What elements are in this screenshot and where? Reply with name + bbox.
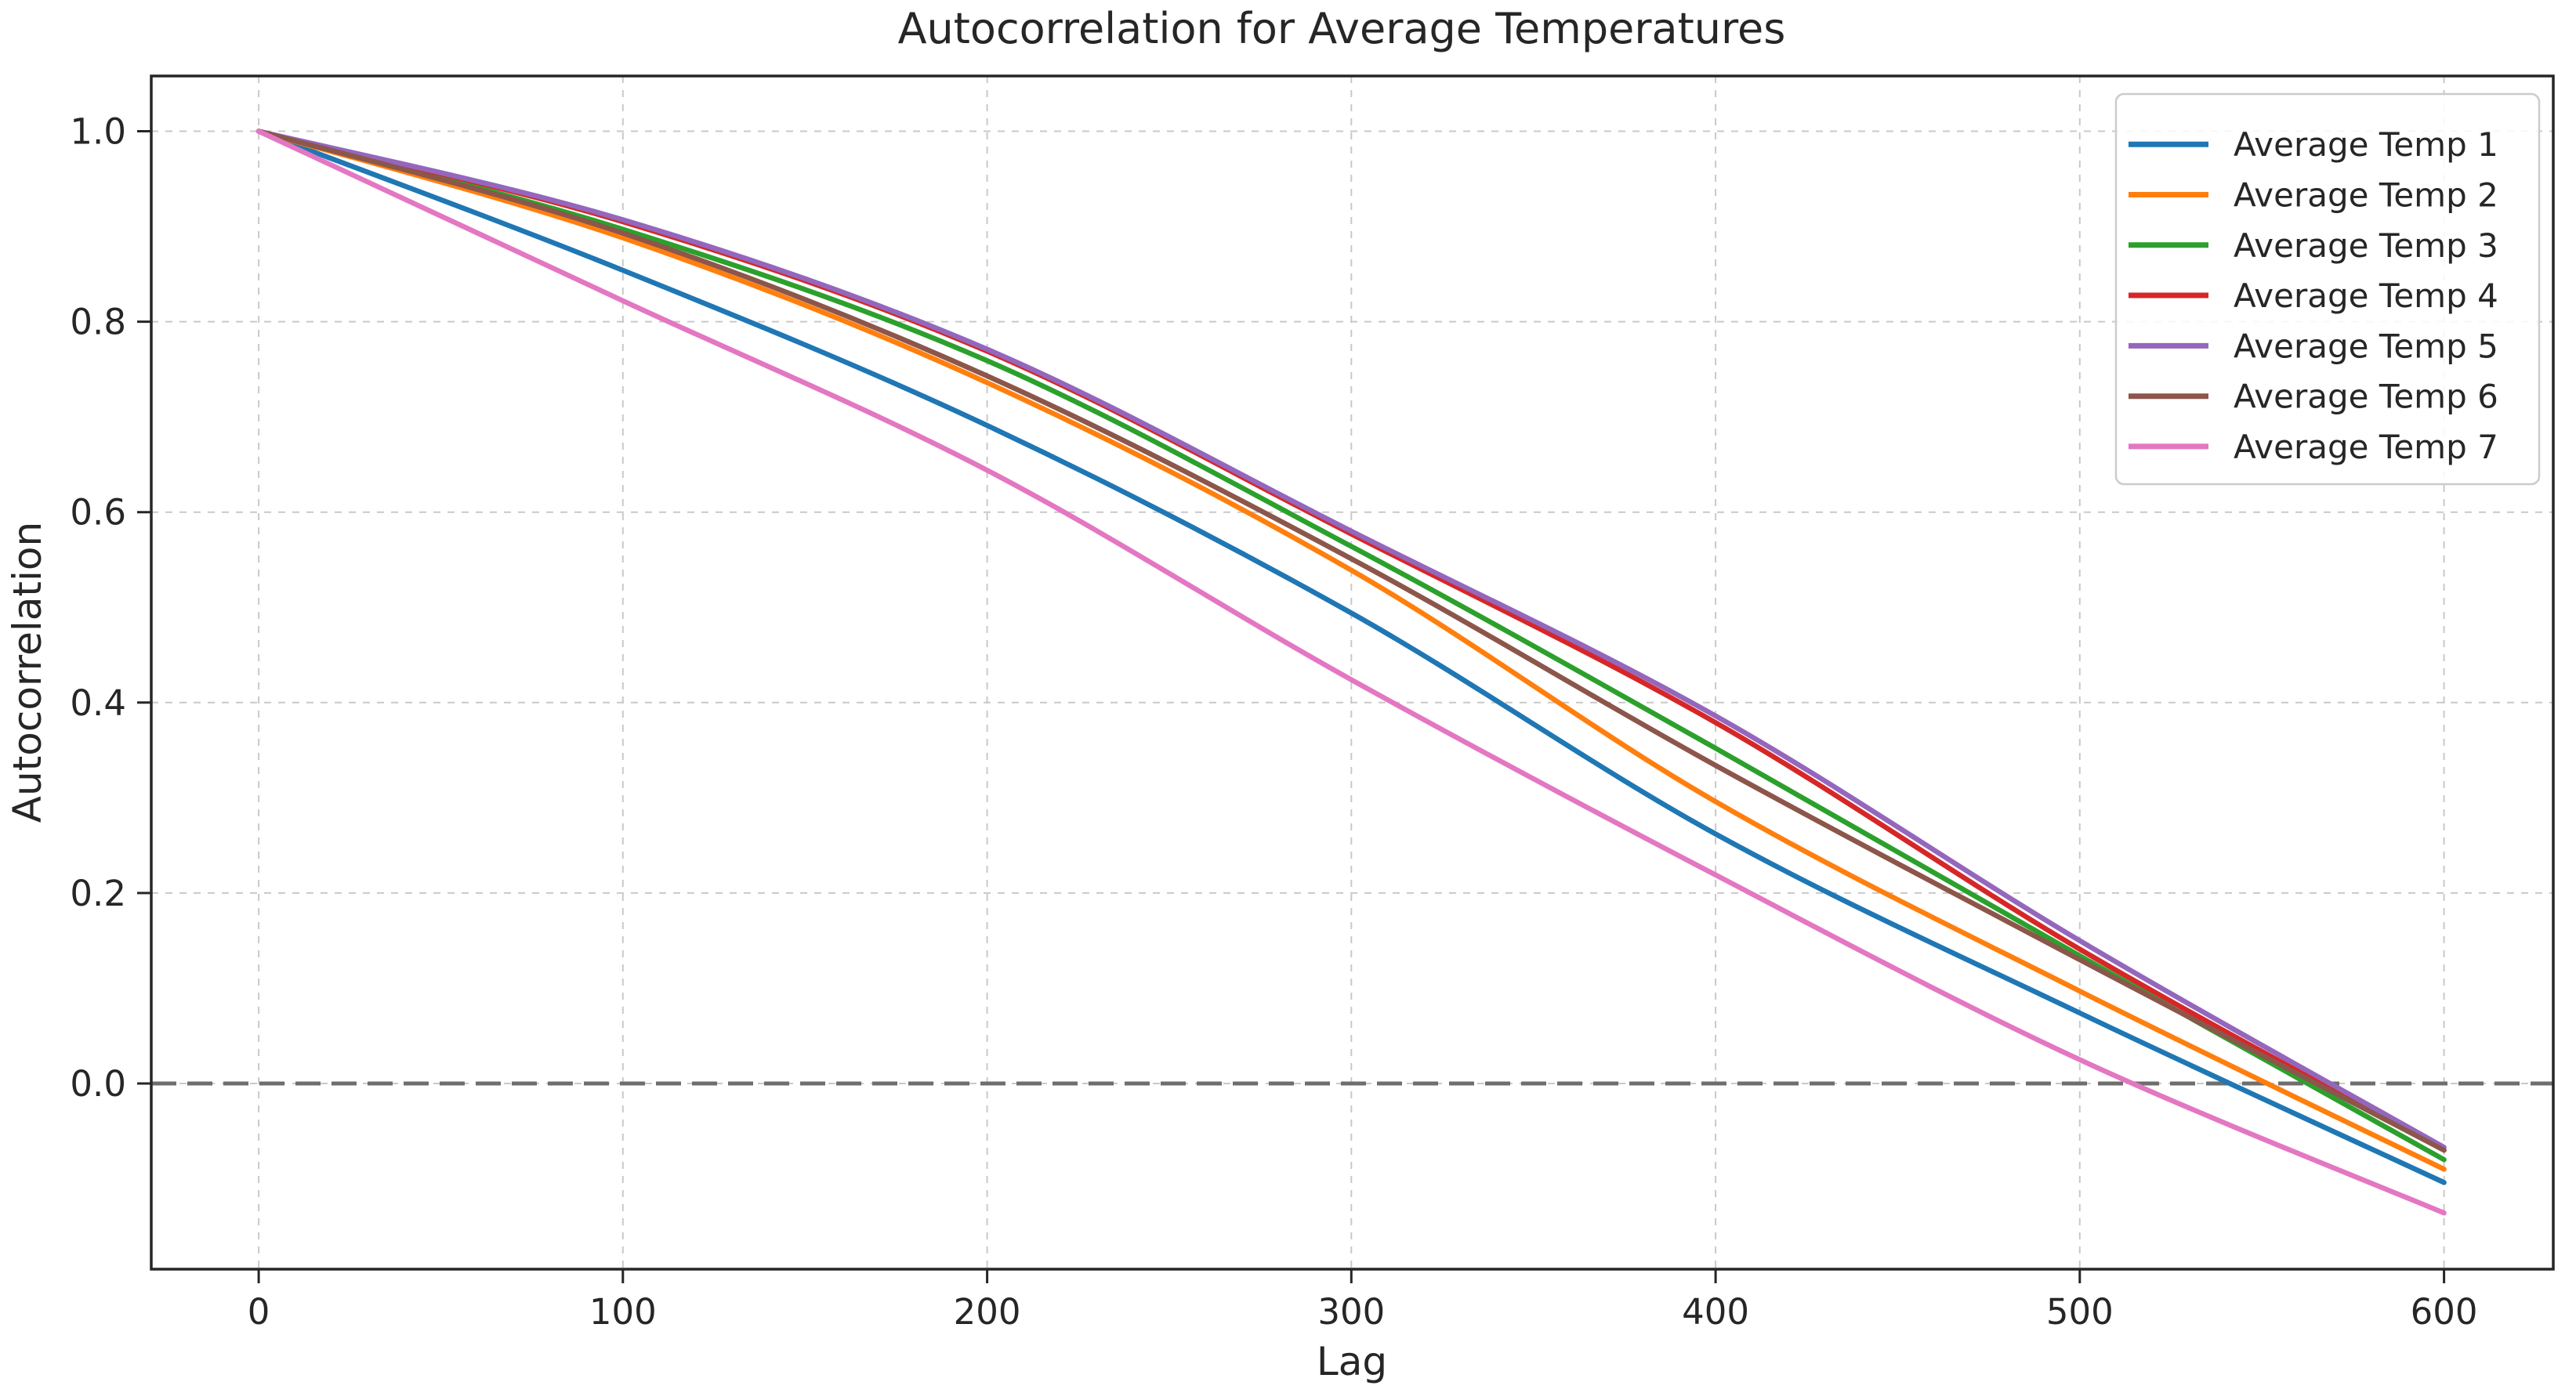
y-tick-label: 0.6 <box>70 492 126 534</box>
legend-entry-label: Average Temp 5 <box>2234 327 2498 365</box>
series-line-7 <box>255 128 2447 1216</box>
series-line-6 <box>255 128 2447 1153</box>
x-tick-label: 0 <box>248 1291 270 1333</box>
x-tick-label: 100 <box>589 1291 657 1333</box>
series-line-2 <box>255 128 2447 1172</box>
x-tick-label: 200 <box>954 1291 1021 1333</box>
legend-box <box>2114 92 2541 486</box>
series-line-5 <box>255 128 2447 1150</box>
series-line-3 <box>255 128 2447 1163</box>
legend-entry-label: Average Temp 6 <box>2234 378 2498 416</box>
x-axis-label: Lag <box>1317 1339 1387 1384</box>
y-tick-label: 0.0 <box>70 1063 126 1105</box>
y-tick-label: 0.2 <box>70 873 126 914</box>
legend-entry-label: Average Temp 3 <box>2234 226 2498 265</box>
x-tick-label: 300 <box>1317 1291 1385 1333</box>
x-tick-label: 600 <box>2411 1291 2478 1333</box>
y-tick-label: 1.0 <box>70 111 126 153</box>
legend-entry-label: Average Temp 4 <box>2234 277 2498 315</box>
y-axis-label: Autocorrelation <box>5 522 50 823</box>
x-tick-label: 500 <box>2046 1291 2114 1333</box>
legend-entry-label: Average Temp 2 <box>2234 176 2498 215</box>
series-line-1 <box>255 128 2447 1185</box>
legend-entry-label: Average Temp 1 <box>2234 125 2498 164</box>
series-layer <box>255 128 2447 1216</box>
tick-layer: 0 100 200 300 400 500 600 0.0 0.2 0.4 0.6 0.8 1.0 <box>70 111 2477 1333</box>
y-tick-label: 0.8 <box>70 302 126 343</box>
legend-entry-label: Average Temp 7 <box>2234 428 2498 466</box>
x-tick-label: 400 <box>1682 1291 1749 1333</box>
y-tick-label: 0.4 <box>70 682 126 724</box>
chart-title: Autocorrelation for Average Temperatures <box>898 4 1786 53</box>
legend: Average Temp 1 Average Temp 2 Average Temp… <box>2114 92 2541 486</box>
